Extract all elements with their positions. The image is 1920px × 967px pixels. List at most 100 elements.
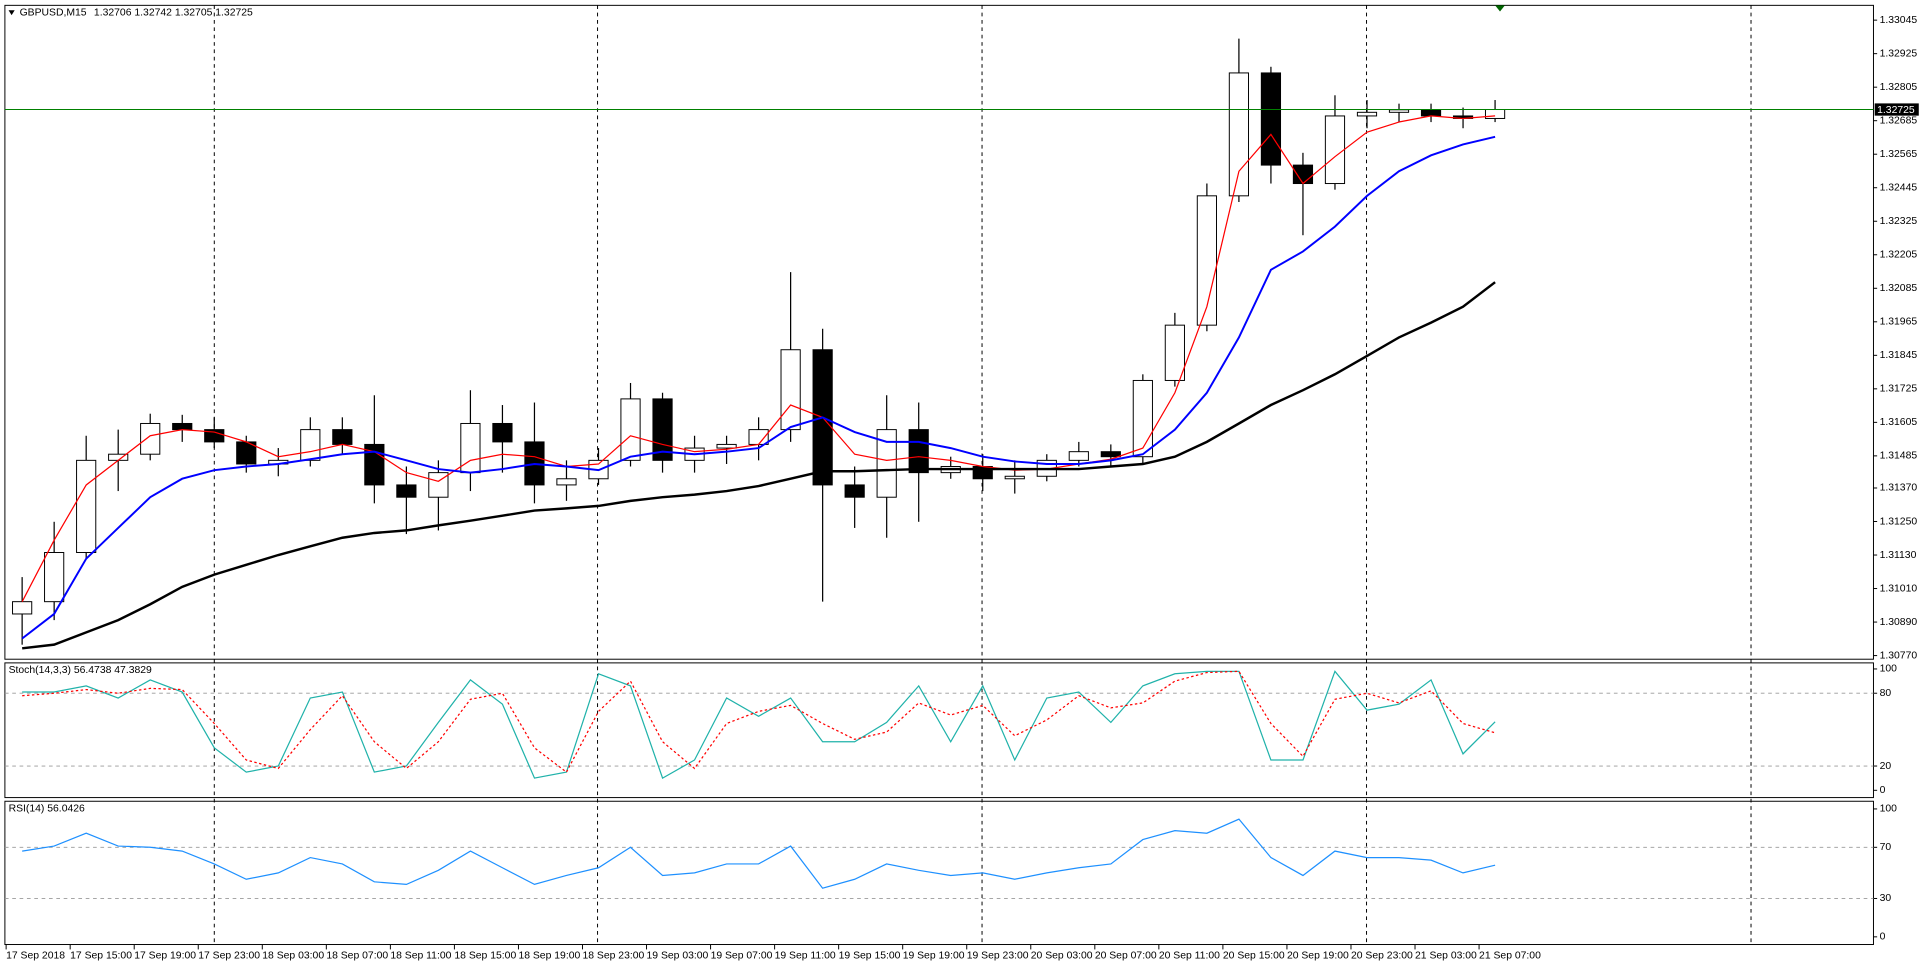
y-tick-label: 1.32565 [1880,149,1918,160]
stoch-panel [4,662,1874,799]
y-tick-label: 1.30770 [1880,650,1918,661]
x-tick-label: 17 Sep 23:00 [198,950,260,961]
y-tick-label: 1.32205 [1880,250,1918,261]
candle-body [1260,72,1282,166]
candle-body [1100,451,1121,458]
x-tick-label: 18 Sep 15:00 [454,950,516,961]
candle-body [332,429,353,445]
indicator-line [22,670,1496,774]
y-tick-label: 1.31250 [1880,516,1918,527]
candle-body [1484,109,1506,119]
candle-body [1196,195,1217,326]
candle-body [204,429,225,443]
candle-body [908,429,929,474]
indicator-line [22,818,1496,889]
y-tick-label: 30 [1880,893,1892,904]
rsi-panel [4,800,1874,946]
candle-body [620,398,641,461]
x-tick-label: 19 Sep 19:00 [903,950,965,961]
price-label: 1.32725 [1877,105,1915,116]
x-tick-label: 18 Sep 23:00 [582,950,644,961]
candle-body [876,429,897,498]
candle-body [1068,451,1089,461]
x-tick-label: 19 Sep 07:00 [711,950,773,961]
y-tick-label: 80 [1880,688,1892,699]
candle-body [396,484,417,498]
y-tick-label: 1.32685 [1880,115,1918,126]
candle-body [1004,475,1025,480]
y-tick-label: 1.32925 [1880,48,1918,59]
x-tick-label: 19 Sep 03:00 [647,950,709,961]
candle-body [76,459,97,554]
y-tick-label: 1.33045 [1880,15,1918,26]
x-tick-label: 20 Sep 15:00 [1223,950,1285,961]
y-tick-label: 1.31605 [1880,417,1918,428]
x-tick-label: 20 Sep 23:00 [1351,950,1413,961]
y-tick-label: 100 [1880,804,1898,815]
x-tick-label: 19 Sep 15:00 [839,950,901,961]
candle-body [716,443,737,449]
candle-body [1324,115,1346,185]
y-tick-label: 1.30890 [1880,617,1918,628]
x-tick-label: 17 Sep 2018 [6,950,65,961]
candle-body [300,429,321,461]
panel-title: Stoch(14,3,3) 56.4738 47.3829 [9,665,152,676]
x-tick-label: 17 Sep 15:00 [70,950,132,961]
menu-arrow [8,10,15,16]
candle-body [1356,111,1378,117]
y-tick-label: 1.31010 [1880,583,1918,594]
y-tick-label: 0 [1880,932,1886,943]
moving-average [21,115,1496,602]
panel-title: GBPUSD,M15 [20,7,87,18]
candle-body [1132,379,1153,458]
panel-title: RSI(14) 56.0426 [9,803,85,814]
y-tick-label: 0 [1880,785,1886,796]
x-tick-label: 19 Sep 11:00 [775,950,836,961]
y-tick-label: 100 [1880,664,1898,675]
x-tick-label: 17 Sep 19:00 [134,950,196,961]
ohlc-values: 1.32706 1.32742 1.32705 1.32725 [94,7,253,18]
y-tick-label: 1.31965 [1880,317,1918,328]
x-tick-label: 20 Sep 19:00 [1287,950,1349,961]
candle-body [844,484,865,498]
moving-average [22,281,1496,650]
indicator-line [22,670,1496,780]
candle-body [780,349,801,431]
moving-average [21,135,1496,640]
price-label-box [1874,103,1919,116]
candle-body [140,422,161,455]
x-tick-label: 21 Sep 03:00 [1415,950,1477,961]
x-tick-label: 21 Sep 07:00 [1479,950,1541,961]
y-tick-label: 1.31370 [1880,483,1918,494]
candle-body [1164,324,1185,381]
candle-body [172,422,193,431]
y-tick-label: 1.32085 [1880,283,1918,294]
candle-body [44,552,65,603]
x-tick-label: 19 Sep 23:00 [967,950,1029,961]
x-tick-label: 20 Sep 11:00 [1159,950,1220,961]
candle-body [1388,109,1410,113]
shift-marker [1495,5,1505,12]
x-tick-label: 18 Sep 07:00 [326,950,388,961]
candle-body [1420,109,1442,117]
x-tick-label: 18 Sep 19:00 [518,950,580,961]
y-tick-label: 1.31485 [1880,451,1918,462]
candle-body [12,601,33,615]
x-tick-label: 18 Sep 11:00 [390,950,451,961]
candle-body [492,422,513,443]
candle-body [556,478,577,486]
price-panel [4,4,1874,660]
y-tick-label: 1.32805 [1880,82,1918,93]
candle-body [1292,164,1314,185]
x-tick-label: 20 Sep 03:00 [1031,950,1093,961]
y-tick-label: 1.31725 [1880,384,1918,395]
y-tick-label: 70 [1880,842,1892,853]
y-tick-label: 1.31845 [1880,350,1918,361]
y-tick-label: 1.32325 [1880,216,1918,227]
candle-body [1228,72,1250,197]
x-tick-label: 20 Sep 07:00 [1095,950,1157,961]
y-tick-label: 1.31130 [1880,550,1917,561]
